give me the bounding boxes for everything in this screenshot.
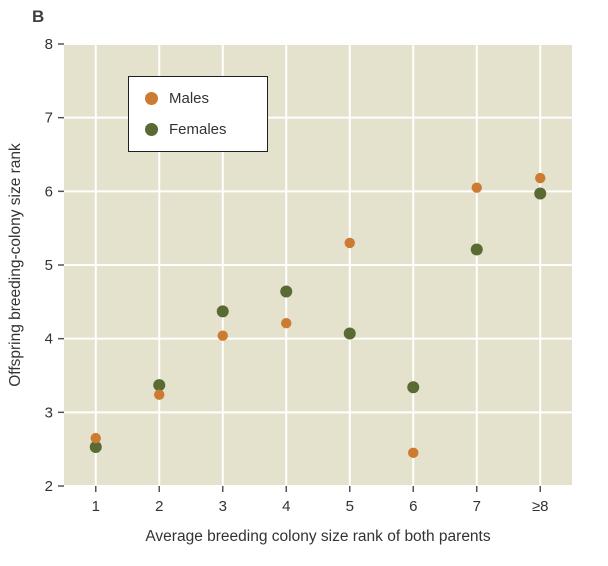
- data-point-females: [470, 243, 483, 256]
- plot-layers: 2 3 4 5 6 7 8 1 2 3 4 5 6 7 ≥8: [45, 36, 572, 515]
- data-point-females: [280, 285, 293, 298]
- legend-label-females: Females: [169, 120, 227, 138]
- x-tick-label: ≥8: [532, 498, 549, 515]
- x-tick-label: 6: [409, 498, 417, 515]
- legend-item-males: Males: [145, 90, 267, 107]
- x-axis-label: Average breeding colony size rank of bot…: [145, 528, 490, 545]
- data-point-females: [407, 381, 420, 394]
- males-marker-icon: [145, 92, 158, 106]
- x-tick-label: 7: [473, 498, 481, 515]
- x-tick-label: 3: [219, 498, 227, 515]
- x-tick-label: 2: [155, 498, 163, 515]
- x-tick-label: 5: [346, 498, 354, 515]
- y-tick-label: 4: [45, 331, 53, 348]
- x-tick-label: 1: [92, 498, 100, 515]
- x-tick-label: 4: [282, 498, 290, 515]
- data-point-males: [471, 182, 482, 193]
- legend: Males Females: [128, 76, 268, 152]
- data-point-males: [217, 330, 228, 341]
- data-point-males: [90, 432, 101, 444]
- legend-label-males: Males: [169, 90, 210, 108]
- data-point-females: [153, 379, 166, 392]
- data-point-males: [535, 172, 546, 184]
- data-point-males: [408, 447, 419, 459]
- y-tick-label: 3: [45, 404, 53, 421]
- data-point-females: [216, 305, 229, 318]
- data-point-females: [534, 187, 547, 200]
- y-tick-label: 8: [45, 36, 53, 53]
- females-marker-icon: [145, 122, 158, 136]
- y-tick-label: 5: [45, 257, 53, 274]
- y-tick-label: 2: [45, 478, 53, 495]
- y-axis-label: Offspring breeding-colony size rank: [7, 143, 24, 387]
- data-point-males: [344, 237, 355, 249]
- data-point-males: [154, 389, 165, 400]
- legend-item-females: Females: [145, 121, 267, 138]
- y-tick-label: 6: [45, 183, 53, 200]
- data-point-females: [89, 440, 102, 453]
- panel-label: B: [32, 7, 44, 26]
- data-point-males: [281, 317, 292, 329]
- y-tick-label: 7: [45, 110, 53, 127]
- data-point-females: [343, 327, 356, 340]
